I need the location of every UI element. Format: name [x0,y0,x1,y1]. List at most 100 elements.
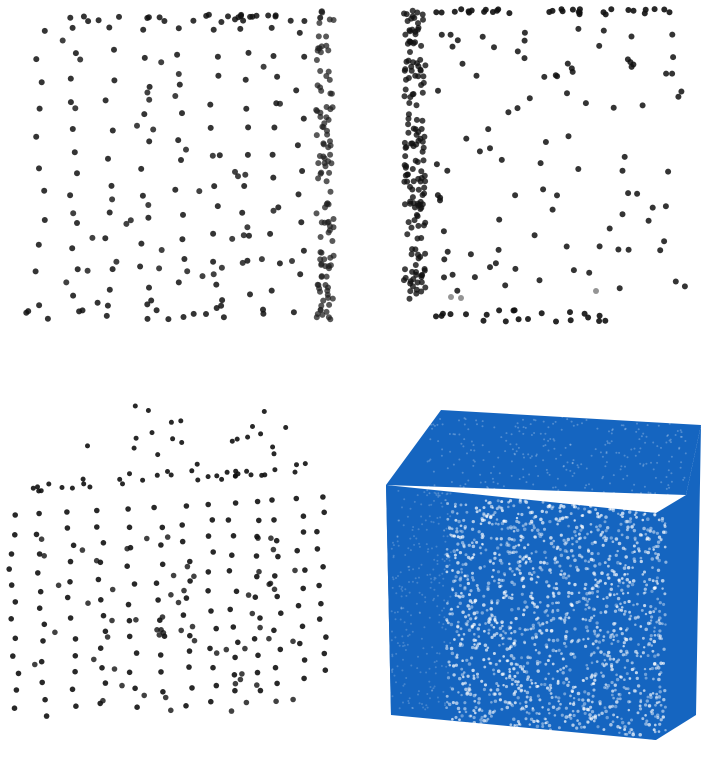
point [621,592,625,595]
point [474,506,479,510]
point [550,696,554,699]
point [571,542,574,546]
point [516,696,520,700]
point [476,587,480,590]
point [138,165,145,172]
point [454,505,457,508]
point [240,232,247,239]
point [274,593,281,600]
point [590,673,594,677]
point [641,636,645,640]
point [493,426,496,429]
point [428,492,431,495]
point [437,495,440,498]
point [430,423,433,426]
point [625,246,632,253]
point [64,594,71,601]
point [41,621,48,628]
point [426,494,429,497]
point [467,628,472,633]
point [454,591,458,595]
point [442,535,445,538]
point [537,475,540,477]
point [495,601,499,605]
point [571,685,576,690]
point [596,552,600,556]
point [542,445,545,447]
point [564,60,571,67]
point [530,636,535,640]
point [603,535,607,539]
point [574,525,579,530]
point [670,480,673,483]
point [405,219,412,226]
point [564,634,568,639]
point [527,557,532,561]
point [437,492,440,495]
point [635,430,638,433]
point [522,608,526,612]
point [616,285,623,292]
point [145,214,152,221]
point [525,481,528,484]
point [623,728,627,731]
point [599,611,603,615]
point [462,671,466,674]
point [479,33,486,40]
point [590,683,593,686]
point [669,438,672,441]
point [518,500,523,504]
point [656,568,661,572]
point [638,438,641,441]
point [666,9,673,16]
point [418,168,425,175]
point [407,635,409,637]
point [576,492,579,495]
point [455,653,459,657]
point [611,667,614,671]
point [313,57,320,63]
point [488,693,491,696]
point [563,542,567,546]
point [605,596,609,600]
point [552,438,555,441]
point [509,723,513,727]
point [663,523,666,527]
point [602,728,606,731]
point [488,500,492,505]
point [606,573,609,577]
point [521,613,526,617]
point [467,687,471,692]
point [255,517,262,524]
point [557,696,561,700]
point [427,548,430,551]
point [549,686,553,690]
point [239,209,246,216]
point [514,616,518,621]
point [609,536,613,540]
point [524,426,527,429]
point [624,465,626,468]
point [232,687,238,694]
point [575,540,579,544]
point [480,715,484,719]
point [630,7,637,14]
point [432,423,435,426]
point [102,680,109,686]
point [256,568,262,575]
point [546,708,550,712]
point [567,574,571,578]
point [411,217,418,224]
point [572,503,576,507]
point [651,692,655,695]
point [575,9,582,15]
point [629,637,633,641]
point [595,634,599,638]
point [661,238,668,245]
point [109,586,116,593]
point [452,673,456,677]
point [400,607,403,610]
point [629,727,633,732]
point [449,622,454,627]
point [492,579,496,583]
